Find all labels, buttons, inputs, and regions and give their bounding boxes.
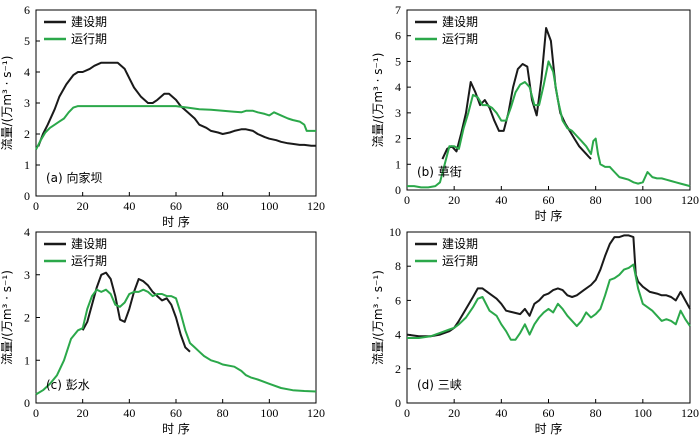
series-line-construction: [406, 234, 691, 338]
y-tick-label: 5: [24, 34, 30, 48]
x-tick-label: 80: [590, 406, 602, 420]
x-tick-label: 60: [543, 193, 555, 207]
x-axis-title: 时 序: [162, 421, 190, 436]
y-axis-title: 流量/(万m³ · s⁻¹): [0, 56, 14, 151]
y-tick-label: 10: [389, 225, 401, 239]
x-tick-label: 0: [404, 406, 410, 420]
y-tick-label: 3: [395, 106, 401, 120]
y-tick-label: 0: [24, 396, 30, 410]
y-tick-label: 1: [24, 353, 30, 367]
y-tick-label: 5: [395, 54, 401, 68]
series-line-operation: [35, 288, 317, 396]
series-line-operation: [407, 60, 691, 189]
y-tick-label: 2: [395, 362, 401, 376]
chart-panel-2: 0 20 40 60 80 100 120 0 1 2 3 4 5 6 7 时 序 流量/(万m³ · s⁻¹)…: [371, 3, 699, 223]
panel-label: (b) 草街: [417, 165, 462, 179]
x-tick-label: 20: [77, 406, 89, 420]
x-tick-label: 100: [260, 199, 278, 213]
x-tick-label: 80: [590, 193, 602, 207]
y-tick-label: 2: [24, 311, 30, 325]
series-line-construction: [81, 271, 191, 353]
x-tick-label: 60: [170, 199, 182, 213]
legend-label: 运行期: [442, 254, 478, 268]
chart-panel-1: 0 20 40 60 80 100 120 0 1 2 3 4 5 6 时 序 流量/(万m³ · s⁻¹) 建…: [0, 3, 325, 229]
chart-panel-3: 0 20 40 60 80 100 120 0 1 2 3 4 时 序 流量/(万m³ · s⁻¹) 建设期…: [0, 225, 325, 436]
x-tick-label: 40: [123, 406, 135, 420]
x-tick-label: 40: [495, 406, 507, 420]
x-tick-label: 80: [217, 199, 229, 213]
x-tick-label: 80: [217, 406, 229, 420]
x-tick-label: 20: [77, 199, 89, 213]
y-tick-label: 4: [395, 328, 401, 342]
y-tick-label: 2: [395, 132, 401, 146]
series-line-operation: [407, 263, 691, 341]
legend-label: 运行期: [442, 32, 478, 46]
series-line-construction: [37, 61, 316, 147]
x-tick-label: 120: [681, 406, 699, 420]
y-axis-title: 流量/(万m³ · s⁻¹): [371, 270, 385, 365]
legend-label: 建设期: [71, 15, 107, 29]
y-tick-label: 0: [395, 396, 401, 410]
y-tick-label: 2: [24, 127, 30, 141]
x-axis-title: 时 序: [162, 214, 190, 229]
x-tick-label: 60: [170, 406, 182, 420]
x-tick-label: 40: [123, 199, 135, 213]
legend-label: 建设期: [71, 237, 107, 251]
panel-label: (a) 向家坝: [46, 170, 103, 185]
y-tick-label: 4: [395, 80, 401, 94]
x-tick-label: 60: [543, 406, 555, 420]
y-tick-label: 7: [395, 3, 401, 17]
x-tick-label: 40: [495, 193, 507, 207]
chart-panel-4: 0 20 40 60 80 100 120 0 2 4 6 8 10 时 序 流量/(万m³ · s⁻¹) 建…: [371, 225, 699, 436]
legend-label: 运行期: [71, 254, 107, 268]
x-tick-label: 100: [260, 406, 278, 420]
series-line-operation: [35, 105, 316, 150]
x-tick-label: 20: [448, 193, 460, 207]
series-line-construction: [441, 27, 592, 160]
x-tick-label: 0: [33, 199, 39, 213]
x-tick-label: 100: [634, 193, 652, 207]
y-axis-title: 流量/(万m³ · s⁻¹): [371, 53, 385, 148]
x-tick-label: 120: [681, 193, 699, 207]
y-axis-title: 流量/(万m³ · s⁻¹): [0, 270, 14, 365]
x-tick-label: 120: [307, 199, 325, 213]
y-tick-label: 8: [395, 259, 401, 273]
y-tick-label: 1: [24, 158, 30, 172]
y-tick-label: 4: [24, 225, 30, 239]
y-tick-label: 3: [24, 96, 30, 110]
x-axis-title: 时 序: [535, 421, 563, 436]
legend-label: 建设期: [442, 15, 478, 29]
legend-label: 运行期: [71, 32, 107, 46]
panel-label: (d) 三峡: [417, 378, 462, 392]
x-tick-label: 0: [404, 193, 410, 207]
y-tick-label: 6: [24, 3, 30, 17]
panel-label: (c) 彭水: [46, 378, 90, 392]
x-axis-title: 时 序: [535, 208, 563, 223]
y-tick-label: 6: [395, 29, 401, 43]
x-tick-label: 120: [307, 406, 325, 420]
y-tick-label: 1: [395, 157, 401, 171]
y-tick-label: 0: [24, 189, 30, 203]
x-tick-label: 100: [634, 406, 652, 420]
y-tick-label: 3: [24, 268, 30, 282]
y-tick-label: 6: [395, 293, 401, 307]
x-tick-label: 20: [448, 406, 460, 420]
y-tick-label: 4: [24, 65, 30, 79]
legend-label: 建设期: [442, 237, 478, 251]
x-tick-label: 0: [33, 406, 39, 420]
y-tick-label: 0: [395, 183, 401, 197]
